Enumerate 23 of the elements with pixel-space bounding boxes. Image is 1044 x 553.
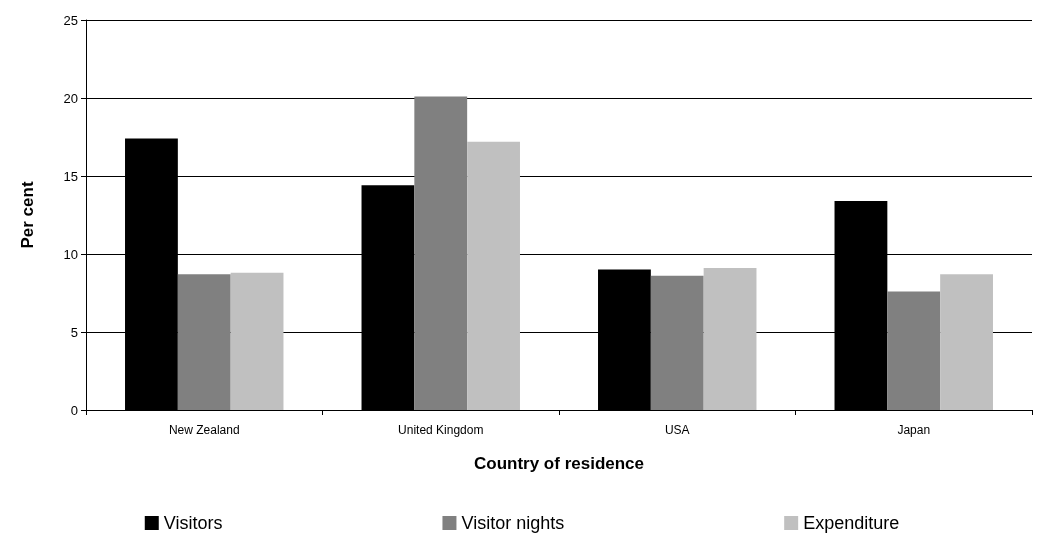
legend-label: Visitor nights	[461, 513, 565, 533]
y-tick-label: 25	[63, 12, 78, 28]
bar	[414, 96, 468, 410]
x-tick-label: USA	[664, 423, 690, 437]
x-tick-label: Japan	[897, 423, 931, 437]
bar	[703, 268, 757, 410]
legend-label: Visitors	[163, 513, 223, 533]
y-tick-label: 10	[63, 246, 78, 262]
bar	[230, 272, 284, 410]
y-tick-label: 0	[70, 402, 78, 418]
bar	[887, 291, 941, 410]
y-tick-label: 15	[63, 168, 78, 184]
y-axis-title: Per cent	[18, 181, 37, 249]
bar	[177, 274, 231, 410]
x-axis-title: Country of residence	[473, 454, 645, 473]
x-tick-label: New Zealand	[168, 423, 240, 437]
x-tick-label: United Kingdom	[398, 423, 484, 437]
legend-label: Expenditure	[803, 513, 900, 533]
y-tick-label: 5	[70, 324, 78, 340]
bar	[940, 274, 993, 410]
bar	[467, 141, 520, 410]
y-tick-label: 20	[63, 90, 78, 106]
bar	[650, 275, 704, 410]
